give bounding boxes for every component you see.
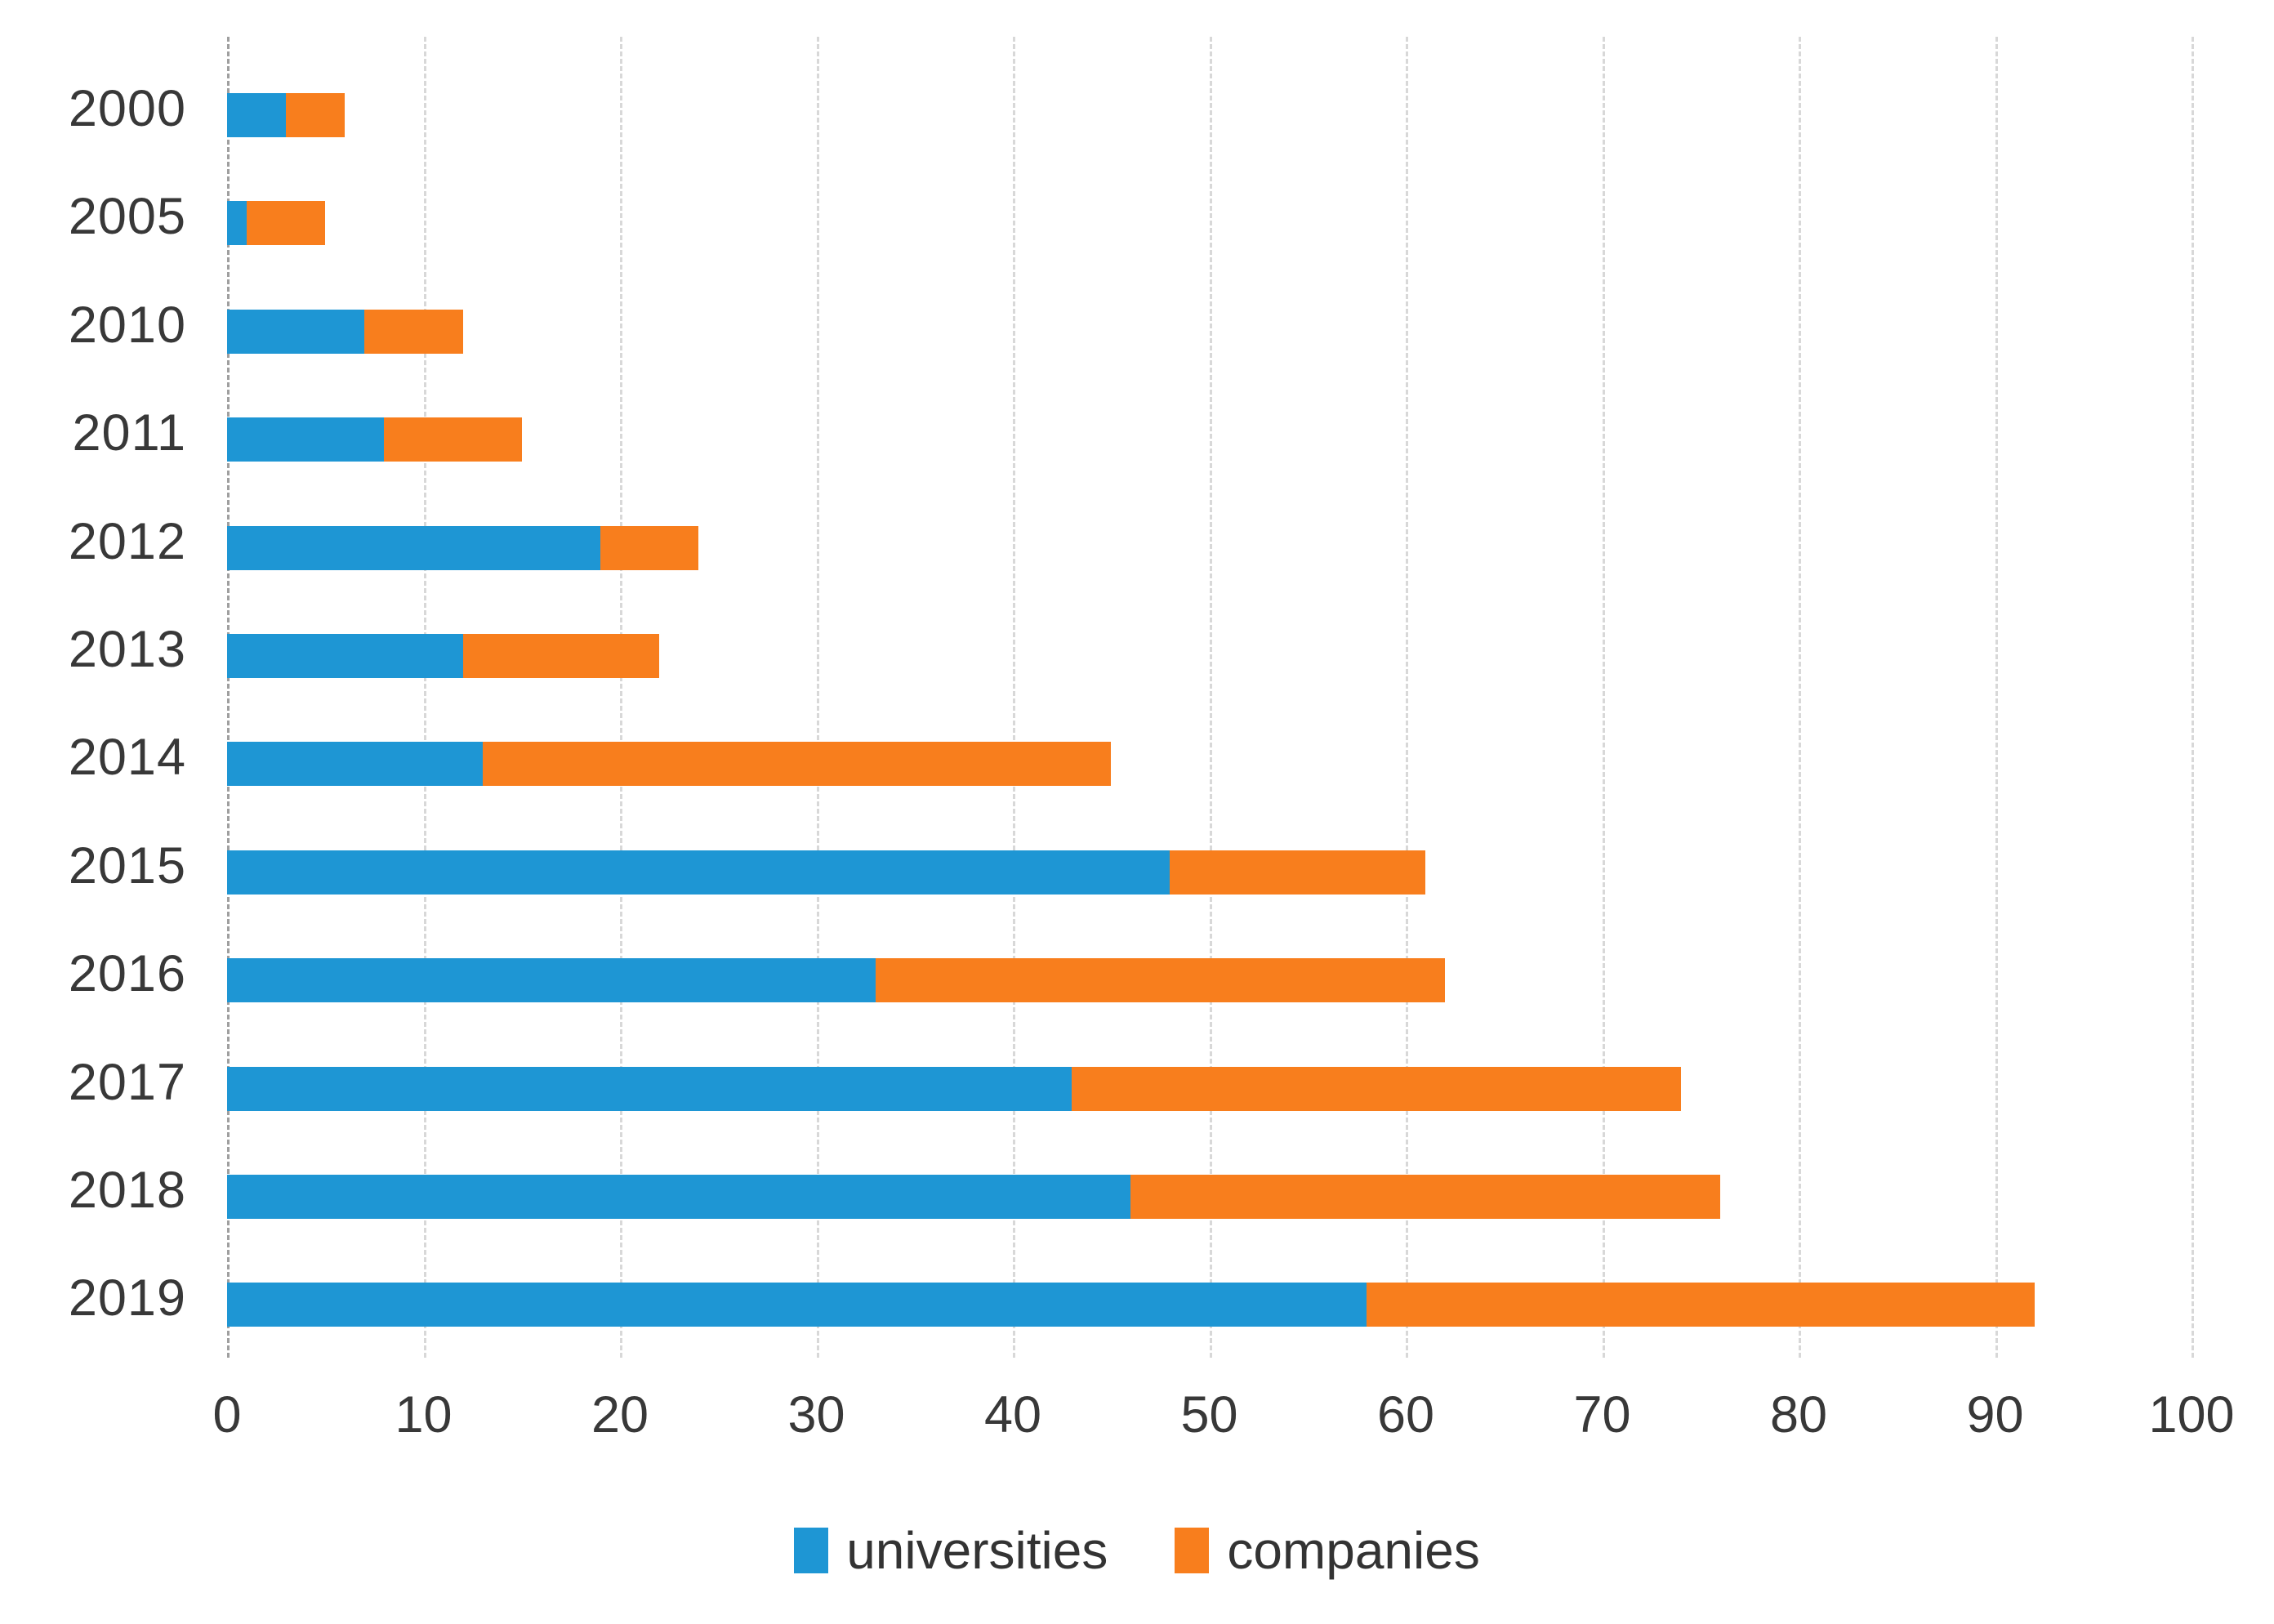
bar-segment-companies xyxy=(1170,850,1426,895)
bar-row xyxy=(227,309,463,354)
bar-segment-companies xyxy=(384,417,522,462)
gridline xyxy=(1995,37,1998,1358)
bar-segment-universities xyxy=(227,417,385,462)
gridline xyxy=(423,37,426,1358)
y-axis-category-label: 2005 xyxy=(68,188,186,246)
x-axis-tick-label: 90 xyxy=(1966,1386,2024,1443)
bar-segment-universities xyxy=(227,201,247,246)
y-axis-category-label: 2012 xyxy=(68,512,186,570)
bar-segment-universities xyxy=(227,1066,1072,1111)
bar-segment-companies xyxy=(1072,1066,1681,1111)
y-axis-category-label: 2018 xyxy=(68,1162,186,1219)
gridline xyxy=(1799,37,1801,1358)
y-axis-category-label: 2011 xyxy=(72,404,186,462)
y-axis-category-label: 2019 xyxy=(68,1269,186,1327)
bar-segment-companies xyxy=(247,201,326,246)
bar-segment-companies xyxy=(482,742,1112,787)
bar-segment-universities xyxy=(227,958,876,1003)
bar-row xyxy=(227,1283,2035,1327)
legend-item-companies: companies xyxy=(1175,1521,1480,1580)
y-axis-category-label: 2010 xyxy=(68,296,186,354)
gridline xyxy=(1406,37,1408,1358)
bar-segment-companies xyxy=(286,93,346,137)
x-axis-tick-label: 0 xyxy=(212,1386,242,1443)
bar-segment-universities xyxy=(227,634,463,678)
legend: universities companies xyxy=(0,1521,2274,1580)
bar-row xyxy=(227,1175,1720,1219)
y-axis-category-label: 2013 xyxy=(68,621,186,678)
legend-label: companies xyxy=(1227,1521,1480,1580)
x-axis-tick-label: 30 xyxy=(787,1386,845,1443)
y-axis-category-label: 2000 xyxy=(68,80,186,137)
bar-segment-companies xyxy=(600,525,699,570)
y-axis-category-label: 2014 xyxy=(68,729,186,787)
bar-segment-universities xyxy=(227,1283,1367,1327)
bar-segment-universities xyxy=(227,850,1170,895)
y-axis-category-label: 2015 xyxy=(68,837,186,895)
legend-swatch-universities xyxy=(794,1528,829,1573)
x-axis-tick-label: 20 xyxy=(591,1386,649,1443)
bar-segment-universities xyxy=(227,93,287,137)
y-axis-category-label: 2016 xyxy=(68,945,186,1003)
gridline xyxy=(2192,37,2194,1358)
x-axis-tick-label: 80 xyxy=(1769,1386,1828,1443)
x-axis-tick-label: 60 xyxy=(1376,1386,1435,1443)
x-axis-tick-label: 10 xyxy=(395,1386,453,1443)
x-axis-tick-label: 100 xyxy=(2148,1386,2235,1443)
bar-segment-universities xyxy=(227,309,365,354)
bar-row xyxy=(227,634,660,678)
bar-segment-universities xyxy=(227,742,483,787)
bar-row xyxy=(227,742,1112,787)
bar-segment-companies xyxy=(875,958,1446,1003)
bar-segment-companies xyxy=(364,309,463,354)
legend-label: universities xyxy=(846,1521,1108,1580)
gridline xyxy=(1013,37,1015,1358)
x-axis-tick-label: 50 xyxy=(1180,1386,1238,1443)
bar-row xyxy=(227,201,326,246)
x-axis-tick-label: 40 xyxy=(983,1386,1042,1443)
bar-row xyxy=(227,1066,1681,1111)
y-axis-category-label: 2017 xyxy=(68,1053,186,1111)
gridline xyxy=(816,37,819,1358)
bar-segment-companies xyxy=(1366,1283,2035,1327)
legend-item-universities: universities xyxy=(794,1521,1108,1580)
bar-row xyxy=(227,958,1446,1003)
bar-segment-universities xyxy=(227,1175,1131,1219)
bar-segment-companies xyxy=(1130,1175,1720,1219)
bar-row xyxy=(227,850,1426,895)
gridline xyxy=(620,37,622,1358)
legend-swatch-companies xyxy=(1175,1528,1210,1573)
bar-row xyxy=(227,93,346,137)
gridline xyxy=(1209,37,1212,1358)
plot-area xyxy=(227,37,2194,1358)
zero-gridline xyxy=(227,37,230,1358)
bar-segment-universities xyxy=(227,525,600,570)
bar-row xyxy=(227,417,522,462)
bar-row xyxy=(227,525,699,570)
bar-segment-companies xyxy=(462,634,660,678)
gridline xyxy=(1602,37,1605,1358)
x-axis-tick-label: 70 xyxy=(1573,1386,1631,1443)
